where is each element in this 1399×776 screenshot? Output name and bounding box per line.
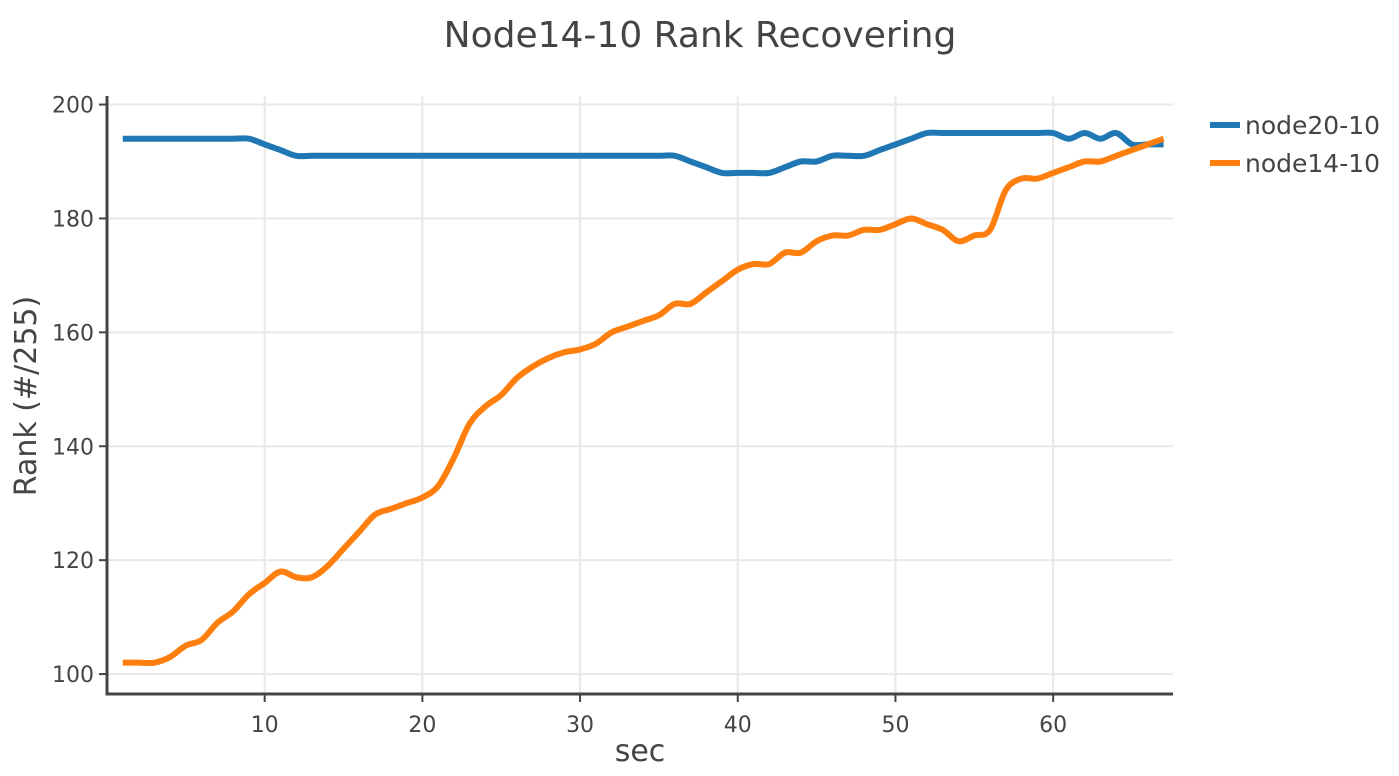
y-tick-label: 140	[52, 435, 94, 460]
chart-title: Node14-10 Rank Recovering	[444, 15, 957, 56]
legend-item-node14-10[interactable]: node14-10	[1210, 149, 1380, 178]
y-tick-label: 160	[52, 321, 94, 346]
y-tick-label: 200	[52, 94, 94, 119]
y-tick-label: 100	[52, 663, 94, 688]
x-tick-label: 60	[1039, 713, 1067, 738]
y-tick-label: 120	[52, 549, 94, 574]
y-axis-title: Rank (#/255)	[9, 296, 44, 496]
x-tick-label: 40	[724, 713, 752, 738]
x-tick-label: 30	[566, 713, 594, 738]
x-tick-label: 50	[881, 713, 909, 738]
grid-lines	[107, 96, 1173, 694]
tick-labels: 100 120 140 160 180 200 10 20 30 40 50 60	[52, 94, 1067, 738]
series-lines	[122, 129, 1165, 667]
legend-label: node14-10	[1245, 149, 1380, 178]
series-line-node20-10	[122, 129, 1164, 177]
x-tick-label: 20	[408, 713, 436, 738]
series-line-node14-10	[122, 135, 1165, 667]
legend-label: node20-10	[1245, 111, 1380, 140]
axes	[99, 96, 1173, 702]
legend[interactable]: node20-10 node14-10	[1210, 111, 1380, 178]
x-tick-label: 10	[251, 713, 279, 738]
legend-item-node20-10[interactable]: node20-10	[1210, 111, 1380, 140]
y-tick-label: 180	[52, 207, 94, 232]
x-axis-title: sec	[615, 734, 666, 769]
